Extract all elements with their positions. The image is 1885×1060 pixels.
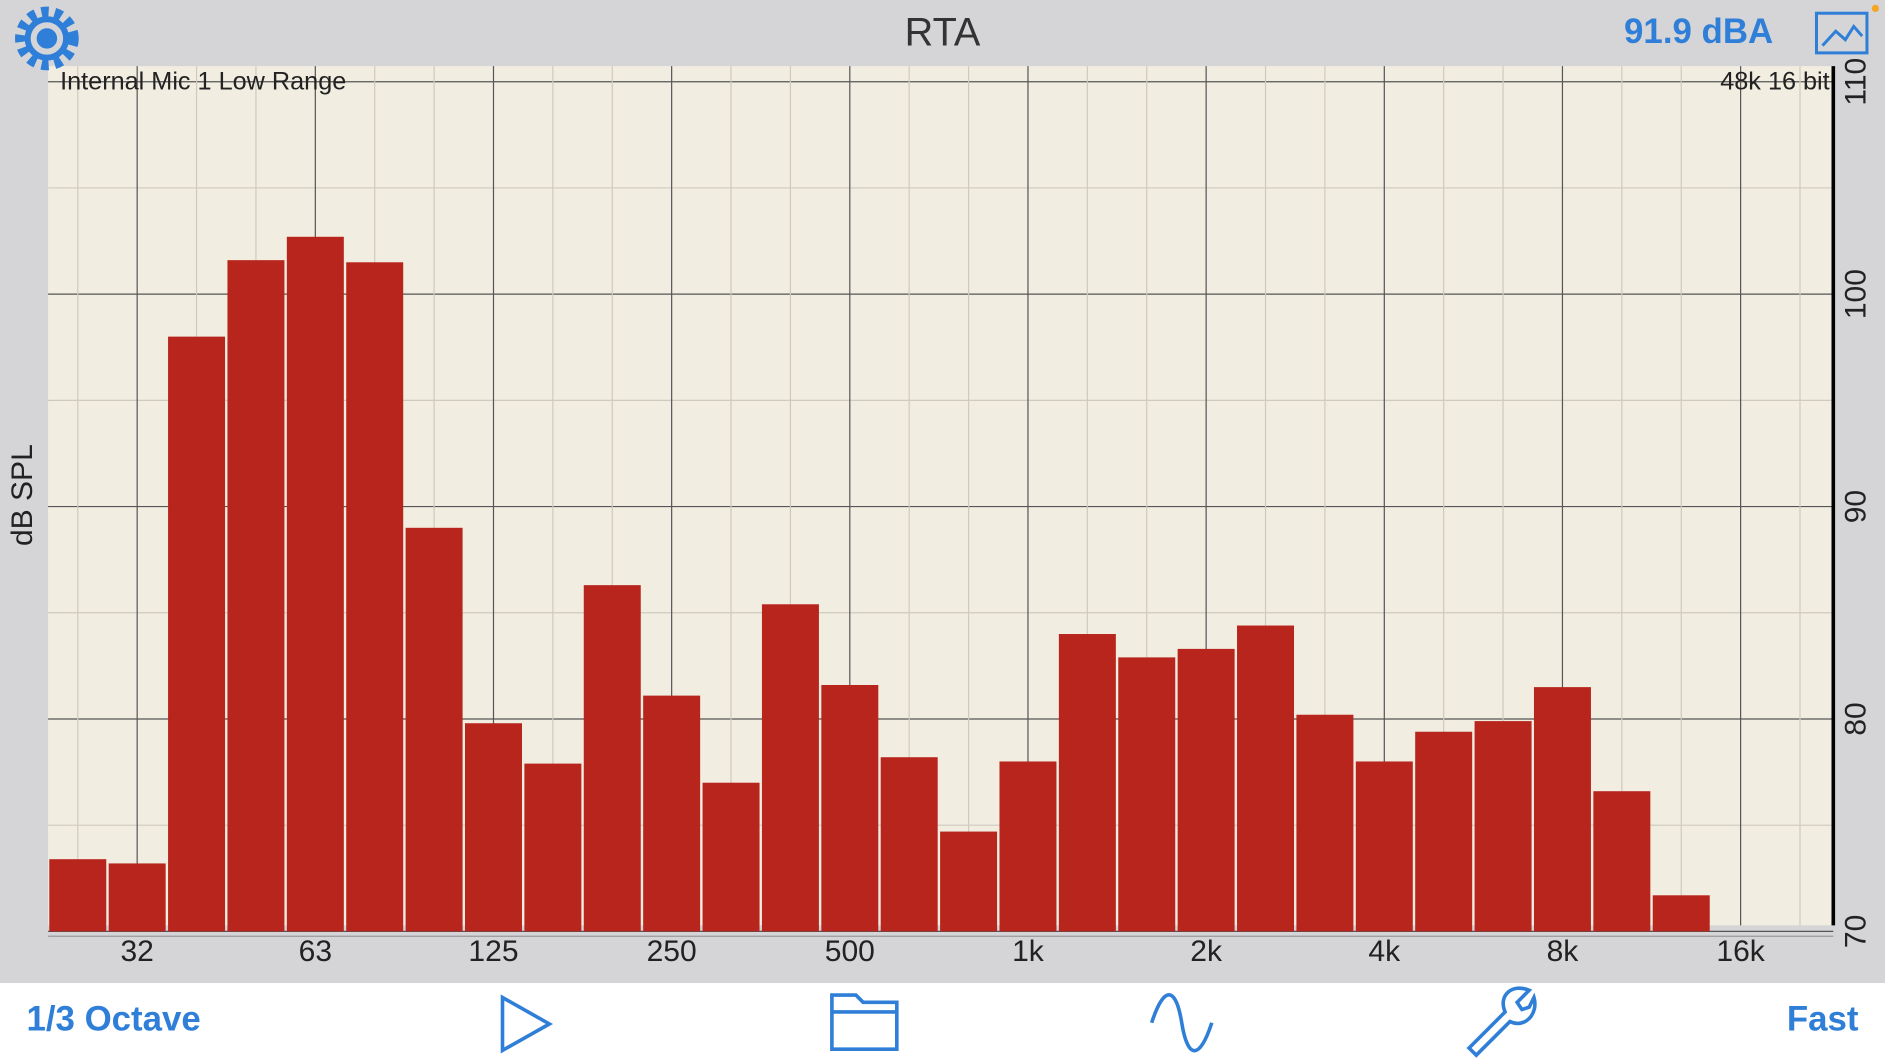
bar — [286, 236, 344, 932]
bar — [1177, 648, 1235, 932]
bar — [940, 831, 998, 932]
bar — [1533, 687, 1591, 932]
status-dot — [1871, 4, 1879, 13]
x-tick-label: 250 — [647, 935, 697, 968]
input-label: Internal Mic 1 Low Range — [60, 68, 346, 96]
bar — [702, 782, 760, 932]
folder-outline — [830, 993, 899, 1051]
bar — [524, 763, 582, 932]
image-frame — [1814, 11, 1869, 55]
bar — [1237, 625, 1295, 932]
y-tick-label: 90 — [1839, 490, 1872, 523]
bar — [761, 604, 819, 932]
bar — [346, 262, 404, 932]
y-tick-label: 100 — [1839, 269, 1872, 319]
bar — [1118, 657, 1176, 932]
x-tick-label: 1k — [1012, 935, 1045, 968]
bar — [643, 695, 701, 932]
format-label: 48k 16 bit — [1720, 68, 1829, 96]
x-tick-label: 500 — [825, 935, 875, 968]
bar — [464, 723, 522, 932]
play-button[interactable] — [500, 994, 554, 1054]
bar — [583, 585, 641, 932]
y-tick-label: 110 — [1839, 58, 1872, 106]
bar — [108, 863, 166, 932]
x-tick-label: 32 — [120, 935, 153, 968]
bar — [49, 859, 107, 932]
bar — [1593, 791, 1651, 932]
bar — [1355, 761, 1413, 932]
folder-button[interactable] — [830, 993, 899, 1051]
gear-teeth — [15, 6, 79, 71]
x-tick-label: 2k — [1190, 935, 1223, 968]
bar — [1296, 714, 1354, 932]
speed-button[interactable]: Fast — [1787, 1000, 1859, 1039]
bar — [1415, 731, 1473, 932]
bar — [227, 260, 285, 932]
bars — [49, 236, 1710, 932]
settings-icon[interactable] — [15, 6, 79, 71]
generator-button[interactable] — [1149, 992, 1214, 1053]
gear-hub — [36, 28, 58, 49]
bar — [168, 336, 226, 932]
bar — [1474, 721, 1532, 932]
bar — [405, 527, 463, 932]
gear-ring — [24, 16, 70, 61]
x-tick-label: 125 — [468, 935, 518, 968]
image-icon[interactable] — [1814, 11, 1869, 55]
title: RTA — [905, 10, 981, 54]
y-tick-label: 70 — [1839, 915, 1872, 948]
bar — [999, 761, 1057, 932]
y-tick-label: 80 — [1839, 702, 1872, 735]
x-tick-label: 63 — [299, 935, 332, 968]
image-line — [1821, 23, 1864, 47]
bar — [1652, 895, 1710, 932]
toolbar — [0, 983, 1885, 1060]
bar — [821, 684, 879, 932]
y-axis-title: dB SPL — [6, 444, 39, 546]
level-readout[interactable]: 91.9 dBA — [1624, 12, 1773, 51]
x-tick-label: 8k — [1547, 935, 1580, 968]
tools-button[interactable] — [1466, 986, 1537, 1058]
bar — [1058, 634, 1116, 932]
resolution-button[interactable]: 1/3 Octave — [26, 1000, 200, 1039]
bar — [880, 757, 938, 932]
x-tick-label: 16k — [1716, 935, 1765, 968]
x-tick-label: 4k — [1368, 935, 1401, 968]
